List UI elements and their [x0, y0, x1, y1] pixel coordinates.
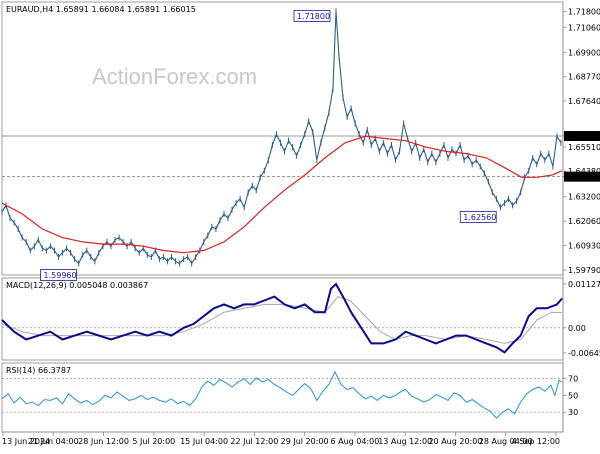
price-y-tick-label: 1.60930	[568, 242, 600, 251]
macd-header: MACD(12,26,9) 0.005048 0.003867	[6, 281, 148, 290]
price-y-tick-label: 1.67640	[568, 97, 600, 106]
level-tag-1.64130	[564, 171, 600, 182]
macd-line	[1, 282, 563, 354]
price-y-tick-label: 1.62060	[568, 217, 600, 226]
macd-signal-line	[1, 296, 563, 344]
level-tag-1.66015	[564, 131, 600, 142]
price-y-tick-label: 1.71800	[568, 7, 600, 16]
moving-average-line	[1, 135, 563, 254]
x-tick-label: 28 Jun 12:00	[78, 437, 129, 446]
annotation-box	[40, 269, 77, 281]
panel-frame-1	[1, 277, 564, 361]
x-tick-label: 13 Aug 12:00	[378, 437, 432, 446]
panel-frame-0	[1, 1, 564, 276]
x-tick-label: 4 Sep 12:00	[512, 437, 560, 446]
price-y-tick-label: 1.65510	[568, 143, 600, 152]
annotation-label: 1.59960	[44, 271, 77, 280]
price-y-tick-label: 1.71060	[568, 23, 600, 32]
level-tag-label: 1.64130	[566, 173, 599, 182]
rsi-line	[1, 370, 563, 419]
annotation-box	[293, 9, 331, 22]
rsi-y-tick-label: 50	[568, 391, 578, 400]
rsi-y-tick-label: 30	[568, 408, 578, 417]
macd-y-tick-label: 0.00	[568, 324, 586, 333]
level-tag-label: 1.66015	[566, 132, 599, 141]
price-line	[1, 11, 562, 265]
annotation-box	[459, 211, 497, 223]
symbol-header: EURAUD,H4 1.65891 1.66084 1.65891 1.6601…	[6, 5, 196, 14]
panel-frame-2	[1, 362, 564, 433]
x-tick-label: 13 Jun 2024	[2, 437, 50, 446]
annotation-label: 1.62560	[463, 213, 496, 222]
rsi-y-tick-label: 70	[568, 375, 578, 384]
price-y-tick-label: 1.63200	[568, 193, 600, 202]
x-tick-label: 29 Jul 20:00	[281, 437, 329, 446]
x-tick-label: 22 Jul 12:00	[230, 437, 278, 446]
x-tick-label: 20 Aug 20:00	[428, 437, 482, 446]
rsi-header: RSI(14) 66.3787	[6, 366, 71, 375]
x-tick-label: 6 Aug 04:00	[330, 437, 379, 446]
price-y-tick-label: 1.68770	[568, 73, 600, 82]
annotation-label: 1.71800	[297, 12, 330, 21]
macd-y-tick-label: -0.006453	[568, 349, 600, 358]
price-y-tick-label: 1.59790	[568, 266, 600, 275]
watermark-text: ActionForex.com	[92, 64, 257, 89]
macd-y-tick-label: 0.011272	[568, 280, 600, 289]
x-tick-label: 28 Aug 04:00	[479, 437, 533, 446]
price-y-tick-label: 1.69900	[568, 48, 600, 57]
x-tick-label: 15 Jul 04:00	[180, 437, 228, 446]
x-tick-label: 5 Jul 20:00	[132, 437, 175, 446]
x-tick-label: 21 Jun 04:00	[28, 437, 79, 446]
